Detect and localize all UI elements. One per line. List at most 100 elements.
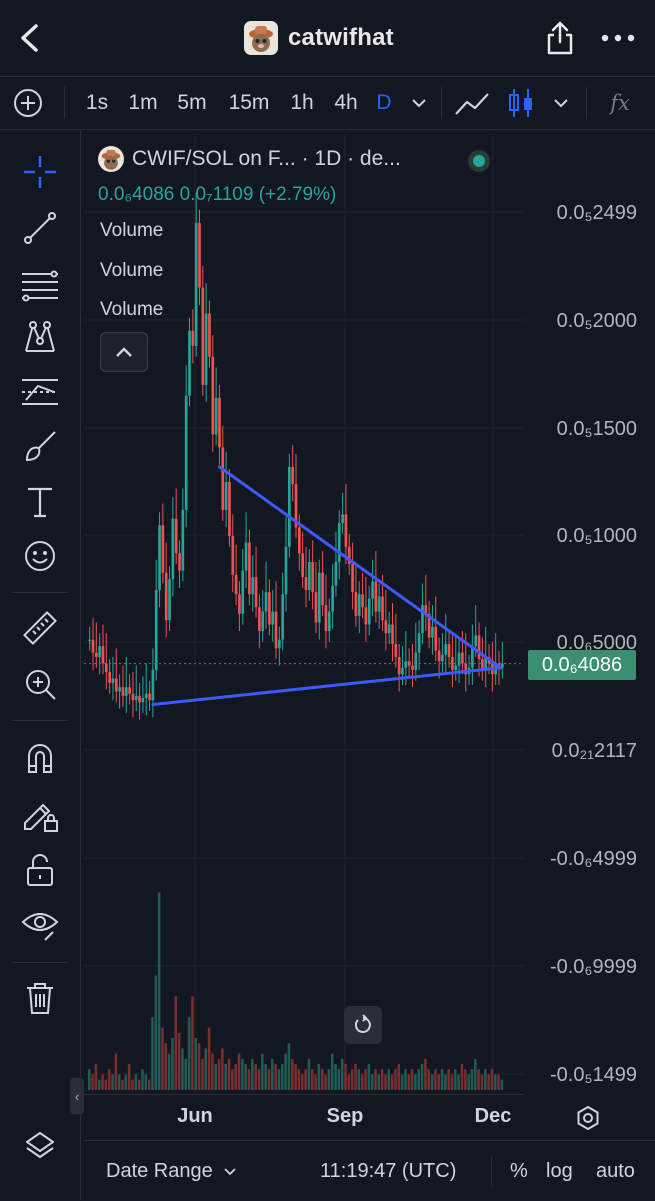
candle-body bbox=[201, 287, 205, 385]
time-axis[interactable]: Jun Sep Dec bbox=[84, 1094, 524, 1139]
visibility-tool[interactable] bbox=[18, 902, 62, 946]
share-button[interactable] bbox=[540, 18, 580, 58]
more-button[interactable] bbox=[596, 18, 640, 58]
volume-bar bbox=[161, 1027, 164, 1090]
candle-body bbox=[344, 514, 348, 547]
fib-tool[interactable] bbox=[18, 262, 62, 306]
volume-bar bbox=[314, 1074, 317, 1090]
lock-drawing-tool[interactable] bbox=[18, 792, 62, 836]
chart-settings-button[interactable] bbox=[568, 1098, 608, 1138]
auto-toggle[interactable]: auto bbox=[596, 1159, 635, 1182]
candle-body bbox=[168, 579, 171, 621]
chart-canvas[interactable] bbox=[84, 134, 524, 1092]
volume-bar bbox=[211, 1053, 214, 1090]
volume-bar bbox=[274, 1064, 277, 1090]
brush-tool[interactable] bbox=[18, 424, 62, 468]
chevron-up-icon bbox=[116, 347, 132, 357]
candle-body bbox=[451, 656, 454, 670]
volume-bar bbox=[137, 1079, 141, 1090]
volume-bar bbox=[384, 1074, 387, 1090]
share-icon bbox=[547, 21, 573, 55]
text-icon bbox=[28, 487, 52, 518]
symbol-label[interactable]: CWIF/SOL on F... · 1D · de... bbox=[132, 147, 401, 170]
clock-display[interactable]: 11:19:47 (UTC) bbox=[320, 1159, 457, 1182]
axis-label: 0.0₂₁2117 bbox=[551, 740, 637, 762]
trend-line-icon bbox=[24, 212, 56, 244]
zoom-in-tool[interactable] bbox=[18, 662, 62, 706]
candle-body bbox=[354, 592, 358, 616]
interval-15m[interactable]: 15m bbox=[228, 91, 270, 114]
volume-bar bbox=[364, 1069, 367, 1090]
forecast-tool[interactable] bbox=[18, 370, 62, 414]
interval-4h[interactable]: 4h bbox=[334, 91, 358, 114]
date-range-button[interactable]: Date Range bbox=[106, 1141, 237, 1201]
axis-label: -0.0₅1499 bbox=[549, 1064, 637, 1086]
unlock-tool[interactable] bbox=[18, 848, 62, 892]
interval-dropdown[interactable] bbox=[406, 77, 432, 129]
text-tool[interactable] bbox=[18, 480, 62, 524]
volume-bar bbox=[141, 1069, 144, 1090]
price-chart[interactable] bbox=[84, 134, 524, 1092]
time-label: Sep bbox=[326, 1105, 364, 1127]
candle-body bbox=[297, 527, 301, 554]
candle-body bbox=[234, 574, 238, 595]
percent-toggle[interactable]: % bbox=[510, 1159, 528, 1182]
candles-button[interactable] bbox=[504, 77, 538, 129]
volume-label[interactable]: Volume bbox=[100, 260, 164, 281]
title-group[interactable]: catwifhat bbox=[244, 20, 394, 56]
trend-line-tool[interactable] bbox=[18, 206, 62, 250]
ruler-tool[interactable] bbox=[18, 606, 62, 650]
layers-button[interactable] bbox=[18, 1124, 62, 1168]
fib-icon bbox=[22, 270, 58, 302]
candle-body bbox=[381, 596, 384, 621]
candle-body bbox=[164, 572, 168, 621]
remove-drawings-tool[interactable] bbox=[18, 976, 62, 1020]
volume-label[interactable]: Volume bbox=[100, 220, 164, 241]
candle-body bbox=[91, 639, 95, 653]
volume-bar bbox=[254, 1064, 257, 1090]
candle-body bbox=[311, 561, 314, 593]
collapse-legend-button[interactable] bbox=[100, 332, 148, 372]
back-button[interactable] bbox=[10, 18, 50, 58]
indicators-button[interactable]: fx bbox=[610, 91, 630, 115]
volume-bar bbox=[247, 1069, 251, 1090]
candle-body bbox=[198, 222, 201, 288]
volume-bar bbox=[284, 1053, 287, 1090]
candle-body bbox=[291, 466, 295, 485]
interval-1h[interactable]: 1h bbox=[290, 91, 314, 114]
volume-bar bbox=[267, 1069, 271, 1090]
candle-body bbox=[367, 598, 371, 625]
add-symbol-button[interactable] bbox=[10, 77, 46, 129]
interval-1s[interactable]: 1s bbox=[85, 91, 109, 114]
volume-bar bbox=[420, 1064, 424, 1090]
reset-chart-button[interactable] bbox=[344, 1006, 382, 1044]
candle-body bbox=[178, 553, 181, 571]
emoji-tool[interactable] bbox=[18, 534, 62, 578]
crosshair-tool[interactable] bbox=[18, 150, 62, 194]
plus-circle-icon bbox=[14, 89, 42, 117]
volume-bar bbox=[477, 1069, 480, 1090]
volume-label[interactable]: Volume bbox=[100, 299, 164, 320]
candle-body bbox=[421, 605, 424, 634]
interval-1m[interactable]: 1m bbox=[128, 91, 158, 114]
pattern-tool[interactable] bbox=[18, 316, 62, 360]
line-chart-button[interactable] bbox=[452, 77, 492, 129]
volume-bar bbox=[134, 1074, 138, 1090]
candle-body bbox=[501, 663, 504, 668]
magnet-tool[interactable] bbox=[18, 736, 62, 780]
price-axis[interactable]: 0.0₅2499 0.0₅2000 0.0₅1500 0.0₅1000 0.0₆… bbox=[524, 134, 655, 1092]
candle-body bbox=[148, 693, 151, 701]
volume-bar bbox=[131, 1079, 134, 1090]
volume-bar bbox=[494, 1074, 497, 1090]
log-toggle[interactable]: log bbox=[546, 1159, 573, 1182]
volume-bar bbox=[167, 1053, 171, 1090]
chart-type-dropdown[interactable] bbox=[548, 77, 574, 129]
candle-body bbox=[477, 635, 481, 660]
volume-bar bbox=[104, 1079, 108, 1090]
sidebar-toggle-handle[interactable]: ‹ bbox=[70, 1078, 84, 1114]
pair-avatar bbox=[98, 146, 124, 172]
volume-bar bbox=[147, 1079, 151, 1090]
interval-5m[interactable]: 5m bbox=[177, 91, 207, 114]
candle-body bbox=[327, 611, 331, 632]
interval-d[interactable]: D bbox=[376, 91, 392, 114]
